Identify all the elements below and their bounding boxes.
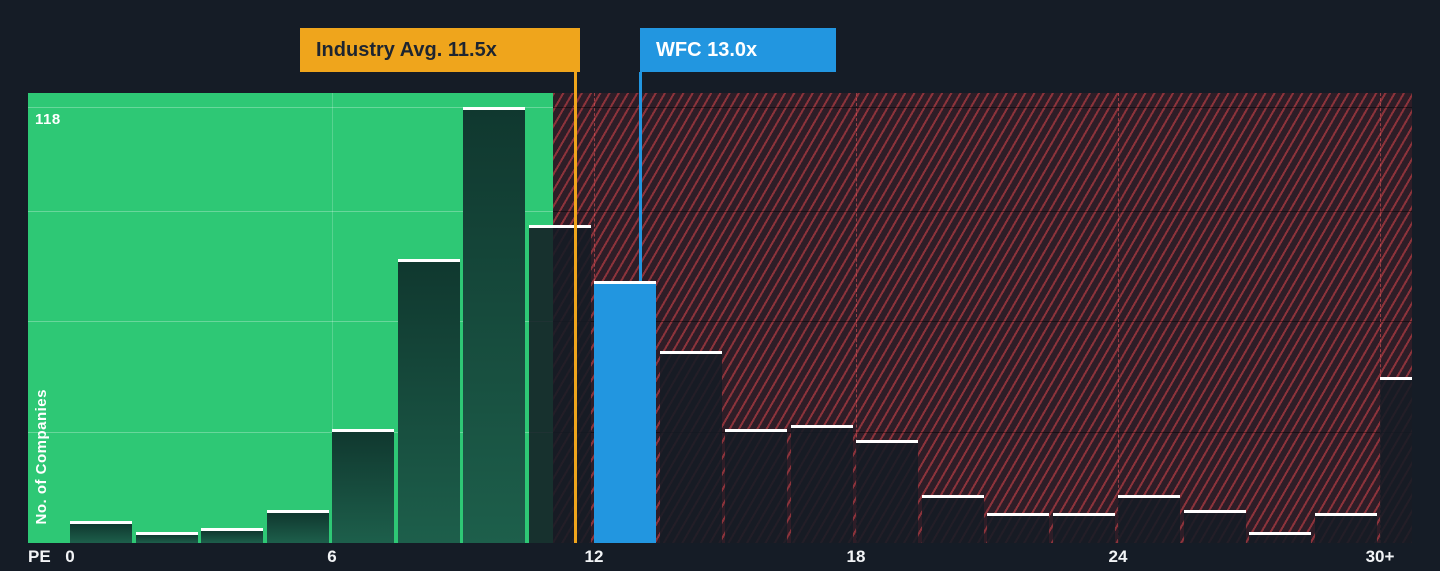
y-max-label: 118 (35, 111, 61, 128)
wfc-label: WFC 13.0x (656, 39, 758, 61)
histogram-bar (397, 258, 460, 543)
h-gridline (553, 107, 1412, 108)
x-tick-label: 30+ (1365, 547, 1395, 566)
histogram-bar (135, 531, 198, 543)
histogram-bar (987, 513, 1049, 543)
h-gridline (28, 321, 553, 323)
y-axis-title: No. of Companies (33, 389, 50, 525)
industry-avg-label: Industry Avg. 11.5x (316, 39, 497, 61)
histogram-bar (921, 495, 984, 543)
x-tick-label: 18 (846, 547, 866, 566)
x-axis-title: PE (28, 547, 51, 566)
above-average-hatch-region (553, 93, 1412, 543)
histogram-bar (1314, 513, 1377, 543)
plot-area: 118 No. of Companies (28, 93, 1412, 543)
h-gridline (28, 210, 553, 212)
histogram-bar (659, 350, 722, 543)
histogram-bar (332, 428, 394, 543)
histogram-bar (463, 107, 525, 543)
histogram-bar (1249, 531, 1311, 543)
h-gridline (553, 321, 1412, 323)
histogram-bar (1183, 509, 1246, 543)
histogram-bar (725, 428, 787, 543)
h-gridline (553, 210, 1412, 212)
v-gridline-dashed (1118, 93, 1119, 543)
x-axis: PE 0 6 12 18 24 30+ (0, 547, 1440, 569)
histogram-bar (1052, 513, 1115, 543)
industry-avg-callout: Industry Avg. 11.5x (300, 28, 580, 72)
h-gridline (28, 432, 553, 434)
wfc-line (639, 72, 642, 281)
x-tick-label: 6 (327, 547, 337, 566)
histogram-bar (266, 509, 329, 543)
histogram-bar (528, 225, 591, 543)
histogram-bar (856, 439, 918, 543)
v-gridline (332, 93, 333, 543)
x-tick-label: 0 (65, 547, 75, 566)
histogram-bar (1118, 495, 1180, 543)
x-tick-label: 12 (584, 547, 604, 566)
histogram-bar (790, 424, 853, 543)
histogram-bar (70, 520, 132, 543)
h-gridline (28, 107, 553, 108)
x-tick-label: 24 (1108, 547, 1128, 566)
h-gridline (553, 432, 1412, 434)
v-gridline-dashed (1380, 93, 1381, 543)
wfc-bar (594, 280, 656, 543)
industry-avg-line (574, 72, 577, 543)
histogram-bar (201, 528, 263, 543)
v-gridline-dashed (856, 93, 857, 543)
histogram-bar (1380, 376, 1412, 543)
wfc-callout: WFC 13.0x (640, 28, 836, 72)
